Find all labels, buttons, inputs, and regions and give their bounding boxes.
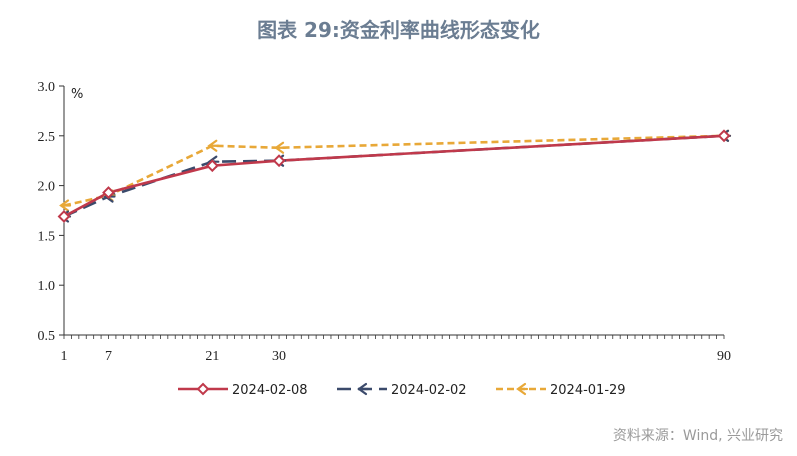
series-line-2024-01-29 [63, 134, 725, 207]
data-point [57, 210, 71, 223]
legend-label: 2024-02-02 [391, 383, 467, 398]
data-point [274, 141, 287, 154]
data-point [59, 199, 72, 212]
x-tick-label: 21 [205, 349, 219, 364]
legend-marker [196, 382, 210, 396]
legend-marker [516, 382, 529, 396]
series-line-2024-02-02 [63, 134, 725, 218]
y-tick-label: 0.5 [38, 329, 56, 344]
x-tick-label: 90 [717, 349, 731, 364]
y-tick-label: 2.5 [38, 130, 56, 145]
x-tick-label: 7 [105, 349, 112, 364]
data-point [717, 129, 731, 143]
x-tick-label: 30 [272, 349, 286, 364]
y-tick-label: 1.0 [38, 279, 56, 294]
legend-marker [357, 382, 370, 396]
series-lines [63, 134, 725, 218]
x-tick-label: 1 [61, 349, 68, 364]
data-point [205, 159, 219, 173]
y-axis-unit: % [71, 87, 83, 102]
data-point [207, 139, 220, 152]
data-point [102, 186, 115, 199]
legend: 2024-02-08 2024-02-02 2024-01-29 [178, 382, 626, 398]
data-point [272, 154, 286, 168]
y-tick-label: 3.0 [38, 80, 56, 95]
axes: 3.0 2.5 2.0 1.5 1.0 0.5 1 7 21 30 90% [38, 80, 732, 364]
y-tick-label: 2.0 [38, 180, 56, 195]
legend-label: 2024-01-29 [550, 383, 626, 398]
series-line-2024-02-08 [63, 134, 725, 218]
series-markers [57, 129, 732, 223]
legend-label: 2024-02-08 [232, 383, 308, 398]
source-note: 资料来源：Wind, 兴业研究 [612, 428, 783, 444]
y-tick-label: 1.5 [38, 229, 56, 244]
chart-title: 图表 29:资金利率曲线形态变化 [257, 18, 540, 42]
